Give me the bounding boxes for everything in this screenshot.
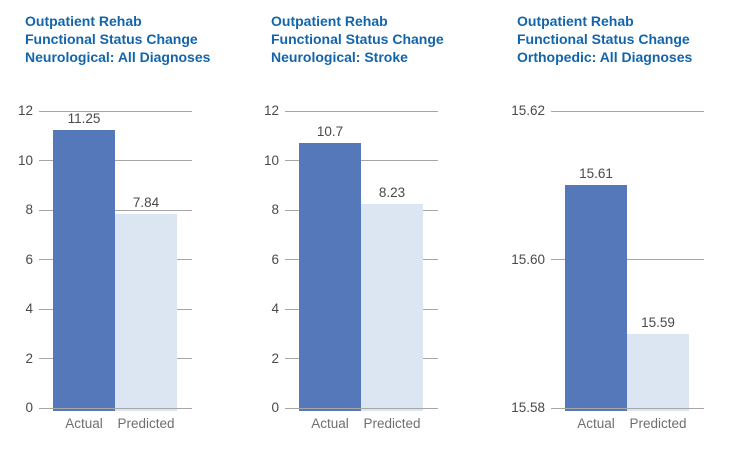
chart-title-line: Functional Status Change xyxy=(517,31,690,47)
x-category-label: Actual xyxy=(311,416,349,431)
y-tick-label: 15.58 xyxy=(511,400,545,415)
bar-predicted xyxy=(361,204,423,411)
y-tick-label: 12 xyxy=(17,103,33,118)
chart-title-line: Functional Status Change xyxy=(271,31,444,47)
y-tick-label: 0 xyxy=(25,400,33,415)
chart-title-line: Orthopedic: All Diagnoses xyxy=(517,49,693,65)
gridline xyxy=(551,110,704,112)
bar-value-label: 11.25 xyxy=(67,110,101,126)
y-tick-label: 6 xyxy=(271,251,279,267)
y-tick-label: 4 xyxy=(25,301,33,316)
gridline xyxy=(285,160,438,161)
chart-2: Outpatient Rehab Functional Status Change… xyxy=(264,12,486,450)
bar-value-label: 7.84 xyxy=(132,194,160,210)
y-tick-label: 10 xyxy=(17,152,33,168)
bar-predicted xyxy=(627,333,689,411)
x-category-label: Predicted xyxy=(363,416,421,431)
x-category-label: Actual xyxy=(65,416,103,431)
y-tick-label: 15.60 xyxy=(511,251,545,267)
chart-title: Outpatient Rehab Functional Status Change… xyxy=(512,12,732,66)
bar-value-label: 8.23 xyxy=(378,185,406,201)
x-axis-line xyxy=(285,407,438,409)
chart-title: Outpatient Rehab Functional Status Change… xyxy=(266,12,486,66)
chart-title: Outpatient Rehab Functional Status Change… xyxy=(20,12,240,66)
plot-area: 15.58 15.60 15.62 15.61 15.59 xyxy=(511,103,704,415)
gridline xyxy=(39,209,192,211)
chart-title-line: Outpatient Rehab xyxy=(517,13,634,29)
gridline xyxy=(39,110,192,112)
gridline xyxy=(285,110,438,112)
y-tick-label: 2 xyxy=(25,350,33,366)
bar-predicted xyxy=(115,213,177,411)
y-tick-label: 4 xyxy=(271,301,279,316)
x-axis-line xyxy=(39,407,192,409)
chart-title-line: Outpatient Rehab xyxy=(25,13,142,29)
chart-title-line: Functional Status Change xyxy=(25,31,198,47)
bar-actual xyxy=(53,129,115,411)
x-category-label: Actual xyxy=(577,416,615,431)
gridline xyxy=(551,259,704,260)
y-tick-label: 12 xyxy=(263,103,279,118)
y-tick-label: 0 xyxy=(271,400,279,415)
y-tick-label: 10 xyxy=(263,152,279,168)
gridline xyxy=(39,160,192,161)
bar-value-label: 10.7 xyxy=(316,124,344,140)
chart-title-line: Outpatient Rehab xyxy=(271,13,388,29)
x-axis-labels: Actual Predicted xyxy=(285,416,438,434)
bar-actual xyxy=(299,143,361,411)
y-tick-label: 8 xyxy=(271,202,279,217)
bar-value-label: 15.59 xyxy=(641,314,675,330)
chart-3: Outpatient Rehab Functional Status Change… xyxy=(511,12,732,450)
plot-area: 0 2 4 6 8 10 12 10.7 8.23 xyxy=(264,103,438,415)
chart-title-line: Neurological: Stroke xyxy=(271,49,408,65)
y-tick-label: 6 xyxy=(25,251,33,267)
bar-value-label: 15.61 xyxy=(579,166,613,182)
plot-area: 0 2 4 6 8 10 12 11.25 7.84 xyxy=(18,103,192,415)
chart-title-line: Neurological: All Diagnoses xyxy=(25,49,211,65)
y-tick-label: 8 xyxy=(25,202,33,217)
bar-actual xyxy=(565,185,627,411)
y-tick-label: 2 xyxy=(271,350,279,366)
x-category-label: Predicted xyxy=(629,416,687,431)
x-category-label: Predicted xyxy=(117,416,175,431)
x-axis-labels: Actual Predicted xyxy=(551,416,704,434)
chart-1: Outpatient Rehab Functional Status Change… xyxy=(18,12,240,450)
y-tick-label: 15.62 xyxy=(511,103,545,118)
x-axis-line xyxy=(551,407,704,409)
x-axis-labels: Actual Predicted xyxy=(39,416,192,434)
